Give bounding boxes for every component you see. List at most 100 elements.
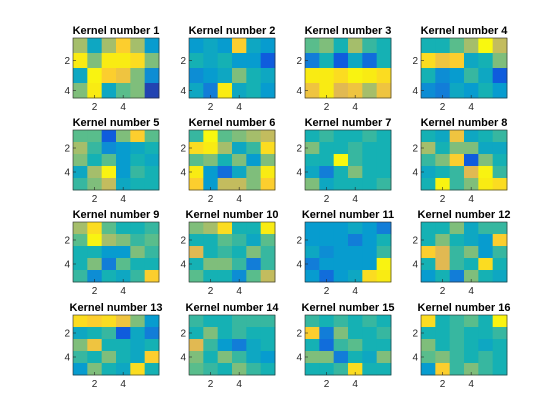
heatmap-cell	[449, 38, 465, 54]
panel-title: Kernel number 5	[73, 117, 160, 129]
heatmap-cell	[260, 258, 276, 271]
heatmap-cell	[116, 258, 131, 271]
heatmap-cell	[232, 351, 247, 364]
heatmap-cell	[435, 246, 451, 259]
heatmap-cell	[464, 327, 479, 340]
axes-frame	[420, 129, 508, 191]
heatmap-cell	[189, 315, 204, 328]
heatmap-cell	[73, 68, 88, 84]
heatmap-cell	[232, 258, 247, 271]
heatmap-cell	[246, 270, 262, 283]
heatmap-cell	[130, 222, 146, 235]
heatmap-cell	[232, 222, 247, 235]
heatmap-cell	[421, 222, 436, 235]
heatmap-cell	[478, 351, 494, 364]
heatmap-cell	[260, 234, 276, 247]
heatmap-cell	[101, 154, 117, 167]
heatmap-cell	[319, 142, 335, 155]
kernel-panel-7: Kernel number 7 2 4 2 4	[296, 117, 391, 205]
heatmap-cell	[376, 363, 392, 376]
heatmap-cell	[492, 246, 508, 259]
heatmap-cell	[101, 222, 117, 235]
heatmap-cell	[348, 258, 363, 271]
heatmap-cell	[260, 327, 276, 340]
heatmap-cell	[101, 53, 117, 69]
heatmap-cell	[333, 68, 349, 84]
heatmap-cell	[217, 234, 233, 247]
heatmap-cell	[189, 166, 204, 179]
heatmap-cell	[319, 351, 335, 364]
x-tick-label: 4	[236, 379, 242, 390]
axes-frame	[188, 221, 276, 283]
heatmap-cell	[217, 327, 233, 340]
heatmap-cell	[464, 68, 479, 84]
x-tick-label: 4	[120, 194, 126, 205]
y-tick-label: 2	[64, 236, 70, 247]
heatmap-cell	[362, 351, 378, 364]
axes-frame	[72, 314, 160, 376]
heatmap-cell	[260, 154, 276, 167]
x-tick-label: 2	[92, 102, 98, 113]
heatmap-cell	[478, 130, 494, 143]
panel-title: Kernel number 15	[302, 302, 395, 314]
heatmap-cell	[217, 339, 233, 352]
heatmap-cell	[203, 154, 219, 167]
heatmap-cell	[189, 339, 204, 352]
heatmap-cell	[260, 339, 276, 352]
heatmap-cell	[362, 270, 378, 283]
x-tick-label: 2	[92, 194, 98, 205]
axes-frame	[72, 37, 160, 99]
y-tick-label: 4	[412, 86, 418, 97]
heatmap-cell	[130, 178, 146, 191]
heatmap-cell	[217, 178, 233, 191]
axes-frame	[188, 37, 276, 99]
heatmap-cell	[421, 351, 436, 364]
heatmap-cell	[319, 222, 335, 235]
heatmap-cell	[319, 83, 335, 99]
heatmap-cell	[464, 178, 479, 191]
x-tick-label: 2	[208, 194, 214, 205]
heatmap-cell	[492, 166, 508, 179]
heatmap-cell	[435, 234, 451, 247]
heatmap-cell	[449, 339, 465, 352]
heatmap-cell	[333, 142, 349, 155]
heatmap-cell	[362, 363, 378, 376]
heatmap-cell	[116, 339, 131, 352]
y-tick-label: 2	[296, 329, 302, 340]
heatmap-cell	[319, 327, 335, 340]
heatmap-cell	[189, 38, 204, 54]
heatmap-cell	[348, 154, 363, 167]
heatmap-cell	[246, 142, 262, 155]
heatmap-cell	[232, 83, 247, 99]
heatmap-cell	[144, 130, 160, 143]
heatmap-cell	[319, 166, 335, 179]
x-tick-label: 4	[468, 379, 474, 390]
heatmap-cell	[435, 38, 451, 54]
heatmap-cell	[246, 258, 262, 271]
heatmap-cell	[305, 315, 320, 328]
heatmap-cell	[449, 351, 465, 364]
heatmap-cell	[464, 53, 479, 69]
heatmap-cell	[449, 258, 465, 271]
panel-title: Kernel number 16	[418, 302, 511, 314]
heatmap-cell	[73, 178, 88, 191]
panel-title: Kernel number 1	[73, 25, 160, 37]
heatmap-cell	[464, 222, 479, 235]
x-tick-label: 4	[352, 379, 358, 390]
heatmap-cell	[464, 258, 479, 271]
heatmap-cell	[144, 258, 160, 271]
x-tick-label: 4	[352, 102, 358, 113]
heatmap-cell	[492, 339, 508, 352]
panel-title: Kernel number 6	[189, 117, 276, 129]
heatmap-cell	[348, 234, 363, 247]
heatmap-cell	[232, 38, 247, 54]
x-tick-label: 2	[440, 286, 446, 297]
heatmap-cell	[232, 246, 247, 259]
heatmap-cell	[435, 154, 451, 167]
heatmap-cell	[333, 154, 349, 167]
heatmap-cell	[232, 178, 247, 191]
heatmap-cell	[87, 351, 103, 364]
y-tick-label: 2	[180, 56, 186, 67]
heatmap-cell	[376, 166, 392, 179]
